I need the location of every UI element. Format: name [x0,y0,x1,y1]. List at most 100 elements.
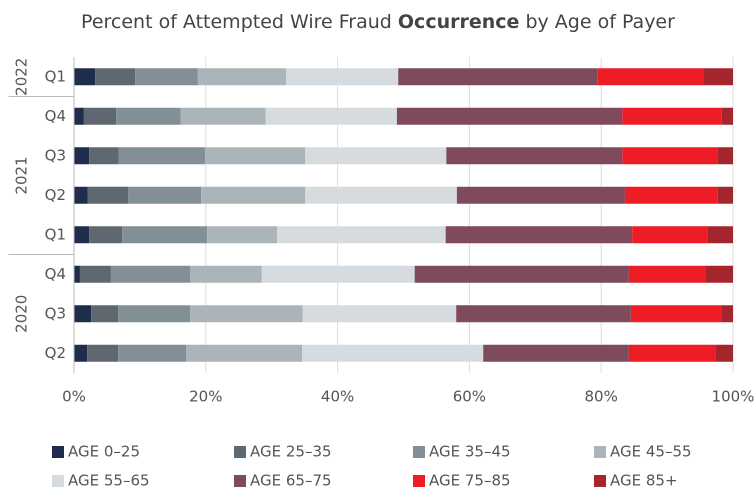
bar-segment [74,68,96,86]
bar-segment [624,186,718,204]
bar-segment [118,147,206,165]
bar-segment [118,344,187,362]
bar-segment [87,186,129,204]
legend-swatch [413,446,425,458]
legend-swatch [234,446,246,458]
legend-label: AGE 35–45 [429,443,511,461]
bar-segment [74,147,90,165]
y-tick-label: Q2 [45,344,66,362]
bar-segment [622,107,722,125]
x-tick-label: 60% [453,388,486,406]
bar-segment [83,107,117,125]
legend-swatch [52,475,64,487]
chart-title: Percent of Attempted Wire Fraud Occurren… [81,11,675,33]
bar-segment [205,147,306,165]
bar-segment [87,344,119,362]
bar-segment [632,226,708,244]
y-tick-label: Q2 [45,186,66,204]
bar-segment [286,68,399,86]
y-tick-label: Q4 [45,107,66,125]
bar-segment [456,186,625,204]
legend-label: AGE 85+ [610,472,678,490]
x-tick-label: 40% [321,388,354,406]
bar-segment [717,147,733,165]
bar-segment [445,226,633,244]
bar-segment [116,107,181,125]
bar-segment [717,186,733,204]
bar-segment [89,226,123,244]
bar-segment [265,107,397,125]
bar-segment [74,265,80,283]
bar-segment [207,226,277,244]
bar-segment [302,305,457,323]
bar-segment [630,305,722,323]
bar-segment [456,305,631,323]
bar-segment [707,226,733,244]
title-text: Percent of Attempted Wire Fraud [81,11,398,33]
bar-segment [302,344,484,362]
bar-segment [189,265,262,283]
bar-segment [305,186,457,204]
bar-segment [261,265,415,283]
bar-segment [74,305,92,323]
y-tick-label: Q1 [45,67,66,85]
bar-segment [628,265,706,283]
legend-label: AGE 0–25 [68,443,140,461]
legend-label: AGE 65–75 [250,472,332,490]
bar-segment [715,344,733,362]
y-tick-label: Q1 [45,225,66,243]
bar-segment [118,305,190,323]
title-text: by Age of Payer [519,11,675,33]
bar-segment [414,265,629,283]
bar-segment [89,147,119,165]
bar-segment [95,68,136,86]
x-tick-label: 100% [712,388,755,406]
bar-segment [705,265,733,283]
bar-segment [398,68,598,86]
legend-swatch [413,475,425,487]
bar-segment [74,107,84,125]
bar-segment [189,305,303,323]
bar-segment [74,344,88,362]
legend-swatch [594,475,606,487]
y-tick-label: Q4 [45,265,66,283]
x-tick-label: 0% [62,388,86,406]
bar-segment [74,186,88,204]
bar-segment [186,344,303,362]
legend-swatch [594,446,606,458]
bar-segment [122,226,208,244]
bar-segment [721,107,733,125]
bar-segment [628,344,716,362]
group-label: 2021 [13,156,31,194]
group-label: 2020 [13,295,31,333]
bar-segment [597,68,705,86]
x-tick-label: 20% [189,388,222,406]
x-tick-label: 80% [585,388,618,406]
legend-swatch [52,446,64,458]
legend-label: AGE 55–65 [68,472,150,490]
bar-segment [276,226,446,244]
bar-segment [201,186,306,204]
legend-swatch [234,475,246,487]
y-tick-label: Q3 [45,304,66,322]
bar-segment [305,147,447,165]
bar-segment [135,68,198,86]
bar-segment [180,107,266,125]
bar-segment [704,68,733,86]
legend-label: AGE 25–35 [250,443,332,461]
title-bold: Occurrence [398,11,520,33]
bar-segment [446,147,623,165]
y-tick-label: Q3 [45,146,66,164]
bar-segment [483,344,629,362]
bar-segment [74,226,90,244]
bar-segment [197,68,287,86]
bar-segment [110,265,190,283]
bar-segment [79,265,111,283]
group-label: 2022 [13,58,31,96]
legend-label: AGE 75–85 [429,472,511,490]
bar-segment [91,305,119,323]
legend-label: AGE 45–55 [610,443,692,461]
bar-segment [622,147,718,165]
bar-segment [396,107,623,125]
